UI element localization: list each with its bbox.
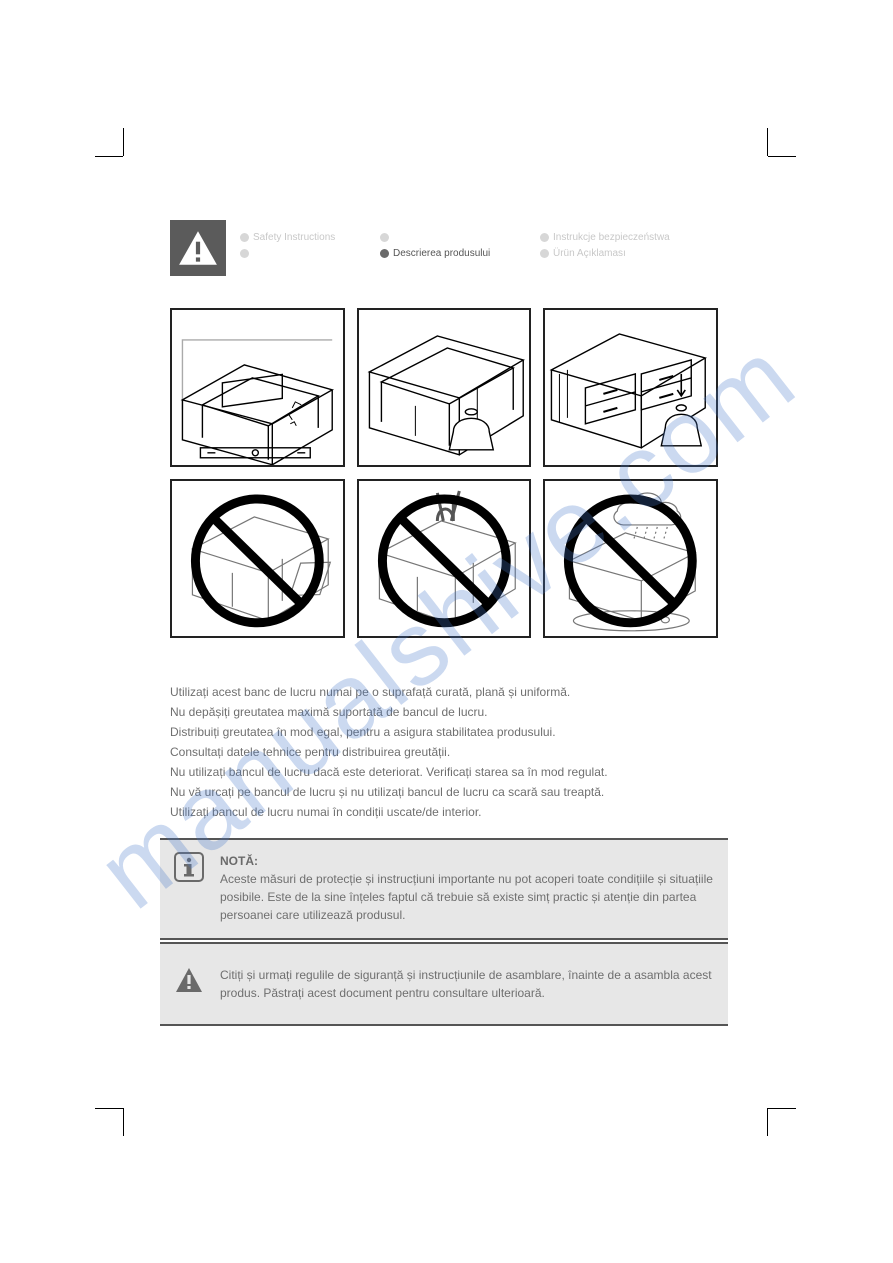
warning-triangle-icon <box>177 227 219 269</box>
warning-box: Citiți și urmați regulile de siguranță ș… <box>160 942 728 1026</box>
crop-mark <box>123 128 124 156</box>
tile-no-damaged <box>170 479 345 638</box>
crop-mark <box>767 1108 768 1136</box>
body-text: Utilizați acest banc de lucru numai pe o… <box>170 682 718 822</box>
lang-item <box>380 230 540 246</box>
info-icon <box>174 852 204 882</box>
body-line: Nu utilizați bancul de lucru dacă este d… <box>170 762 718 782</box>
language-list: Safety Instructions Instrukcje bezpiecze… <box>240 230 710 262</box>
tile-no-wet <box>543 479 718 638</box>
tile-drawer-weight <box>543 308 718 467</box>
lang-item: Safety Instructions <box>240 230 380 246</box>
body-line: Nu vă urcați pe bancul de lucru și nu ut… <box>170 782 718 802</box>
crop-mark <box>95 156 123 157</box>
tile-max-weight <box>357 308 532 467</box>
crop-mark <box>768 156 796 157</box>
crop-mark <box>95 1108 123 1109</box>
body-line: Nu depășiți greutatea maximă suportată d… <box>170 702 718 722</box>
tile-level-surface <box>170 308 345 467</box>
warning-text: Citiți și urmați regulile de siguranță ș… <box>220 966 714 1002</box>
note-text: Aceste măsuri de protecție și instrucțiu… <box>220 870 714 924</box>
illustration-grid <box>170 308 718 638</box>
warning-icon <box>174 966 204 996</box>
lang-item: Instrukcje bezpieczeństwa <box>540 230 710 246</box>
lang-item <box>240 246 380 262</box>
crop-mark <box>767 128 768 156</box>
warning-badge <box>170 220 226 276</box>
body-line: Distribuiți greutatea în mod egal, pentr… <box>170 722 718 742</box>
crop-mark <box>123 1108 124 1136</box>
lang-item: Ürün Açıklaması <box>540 246 710 262</box>
body-line: Consultați datele tehnice pentru distrib… <box>170 742 718 762</box>
body-line: Utilizați bancul de lucru numai în condi… <box>170 802 718 822</box>
body-line: Utilizați acest banc de lucru numai pe o… <box>170 682 718 702</box>
note-title: NOTĂ: <box>220 852 714 870</box>
note-box: NOTĂ: Aceste măsuri de protecție și inst… <box>160 838 728 940</box>
crop-mark <box>768 1108 796 1109</box>
tile-no-climbing <box>357 479 532 638</box>
lang-item-active: Descrierea produsului <box>380 246 540 262</box>
